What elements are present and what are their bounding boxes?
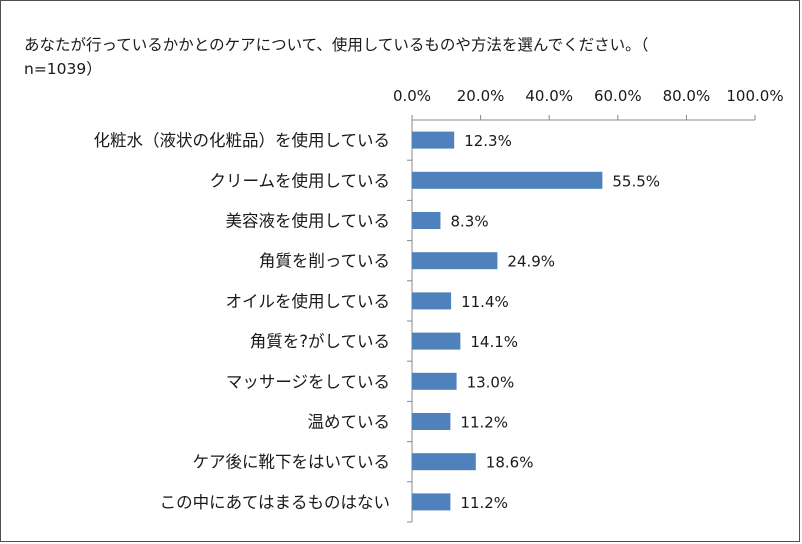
data-label: 18.6% xyxy=(486,454,534,472)
bar xyxy=(412,493,451,511)
category-label: ケア後に靴下をはいている xyxy=(192,453,390,472)
category-label: 温めている xyxy=(308,413,391,432)
data-label: 11.2% xyxy=(460,414,508,432)
bar xyxy=(412,252,498,270)
x-tick-label: 60.0% xyxy=(594,87,642,105)
data-label: 13.0% xyxy=(467,373,515,391)
x-tick-label: 20.0% xyxy=(457,87,505,105)
data-label: 24.9% xyxy=(507,253,555,271)
category-label: オイルを使用している xyxy=(225,292,390,311)
bar xyxy=(412,453,476,471)
bar xyxy=(412,332,461,350)
category-label: クリームを使用している xyxy=(209,171,390,190)
data-label: 14.1% xyxy=(470,333,518,351)
category-label: この中にあてはまるものはない xyxy=(160,493,390,512)
chart-title-line-1: あなたが行っているかかとのケアについて、使用しているものや方法を選んでください。… xyxy=(24,36,649,54)
bar xyxy=(412,131,455,149)
bar xyxy=(412,212,441,229)
data-label: 11.2% xyxy=(460,494,508,512)
bar xyxy=(412,292,452,310)
category-label: 角質を削っている xyxy=(259,252,390,271)
data-label: 12.3% xyxy=(464,132,512,150)
category-label: マッサージをしている xyxy=(226,372,390,391)
x-tick-label: 80.0% xyxy=(663,87,711,105)
x-tick-label: 40.0% xyxy=(525,87,573,105)
bar xyxy=(412,372,457,390)
x-tick-label: 100.0% xyxy=(726,87,783,105)
category-label: 角質を?がしている xyxy=(250,332,390,351)
category-label: 美容液を使用している xyxy=(225,212,390,231)
x-tick-label: 0.0% xyxy=(393,87,431,105)
data-label: 55.5% xyxy=(612,172,660,190)
bar xyxy=(412,413,451,430)
category-label: 化粧水（液状の化粧品）を使用している xyxy=(93,131,390,150)
bar xyxy=(412,171,603,189)
data-label: 8.3% xyxy=(450,213,488,231)
chart-title-line-2: n=1039） xyxy=(24,60,102,78)
data-label: 11.4% xyxy=(461,293,509,311)
